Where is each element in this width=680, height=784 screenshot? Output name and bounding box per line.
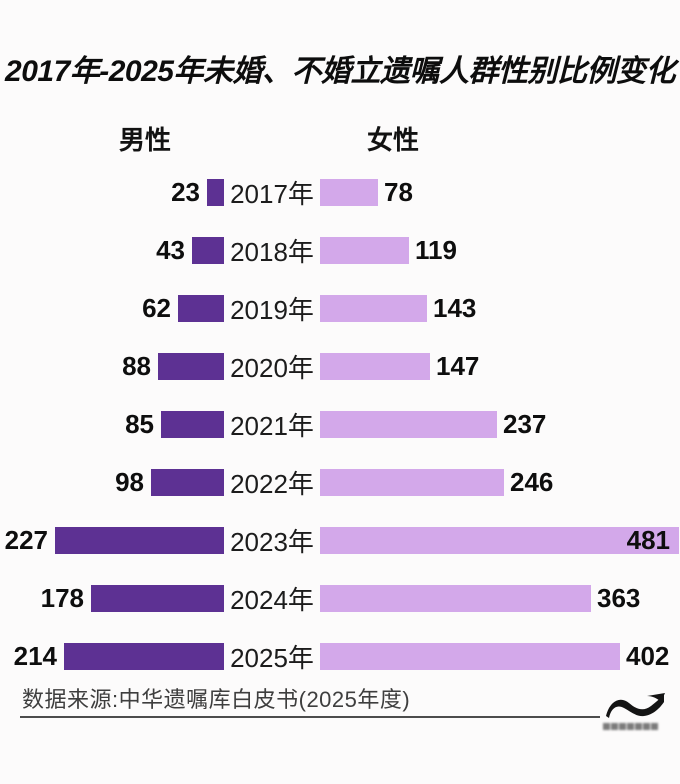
male-bar: [178, 294, 224, 322]
chart-row: 43 2018年 119: [0, 221, 680, 279]
male-bar: [151, 468, 224, 496]
male-bar: [207, 178, 224, 206]
female-value-label: 147: [436, 351, 480, 381]
male-bar-area: 178: [0, 583, 224, 613]
female-bar: 481: [320, 525, 679, 555]
male-bar-area: 98: [0, 467, 224, 497]
male-bar-area: 88: [0, 351, 224, 381]
year-label: 2023年: [230, 526, 314, 557]
footer-divider: [20, 716, 600, 718]
female-value-label: 363: [597, 583, 641, 613]
female-bar-area: 119: [320, 235, 680, 265]
female-bar-area: 78: [320, 177, 680, 207]
chart-title: 2017年-2025年未婚、不婚立遗嘱人群性别比例变化: [5, 55, 675, 88]
male-bar: [55, 526, 224, 554]
female-bar: [320, 468, 504, 496]
male-bar: [161, 410, 224, 438]
data-source-text: 数据来源:中华遗嘱库白皮书(2025年度): [22, 687, 411, 712]
female-bar: [320, 352, 430, 380]
year-label: 2020年: [230, 352, 314, 383]
male-bar: [64, 642, 224, 670]
male-bar-area: 62: [0, 293, 224, 323]
male-bar-area: 214: [0, 641, 224, 671]
logo-caption-blurred-text: [603, 723, 667, 730]
chart-row: 85 2021年 237: [0, 395, 680, 453]
chart-row: 62 2019年 143: [0, 279, 680, 337]
male-value-label: 214: [13, 641, 57, 671]
female-bar: [320, 178, 378, 206]
male-bar: [158, 352, 224, 380]
year-label: 2022年: [230, 468, 314, 499]
female-bar: [320, 642, 620, 670]
male-value-label: 227: [4, 525, 48, 555]
year-label: 2021年: [230, 410, 314, 441]
year-label: 2019年: [230, 294, 314, 325]
male-bar-area: 85: [0, 409, 224, 439]
male-value-label: 85: [125, 409, 154, 439]
legend-label-male: 男性: [119, 125, 172, 155]
female-bar-area: 481: [320, 525, 680, 555]
female-bar-area: 147: [320, 351, 680, 381]
male-value-label: 178: [40, 583, 84, 613]
male-value-label: 43: [156, 235, 185, 265]
male-bar-area: 23: [0, 177, 224, 207]
male-value-label: 62: [142, 293, 171, 323]
year-label: 2025年: [230, 642, 314, 673]
male-bar-area: 43: [0, 235, 224, 265]
female-bar-area: 143: [320, 293, 680, 323]
male-bar: [192, 236, 224, 264]
publisher-logo: [603, 690, 667, 740]
female-bar-area: 402: [320, 641, 680, 671]
female-bar: [320, 236, 409, 264]
chart-row: 23 2017年 78: [0, 163, 680, 221]
chart-row: 88 2020年 147: [0, 337, 680, 395]
chart-row: 214 2025年 402: [0, 627, 680, 685]
female-value-label-inside: 481: [626, 525, 670, 555]
female-bar: [320, 584, 591, 612]
diverging-bar-chart: 23 2017年 78 43 2018年 119 62 2019年: [0, 163, 680, 685]
year-label: 2017年: [230, 178, 314, 209]
wave-tilde-icon: [603, 690, 667, 722]
female-value-label: 78: [384, 177, 413, 207]
female-value-label: 143: [433, 293, 477, 323]
male-value-label: 23: [171, 177, 200, 207]
female-bar: [320, 410, 497, 438]
year-label: 2024年: [230, 584, 314, 615]
male-bar: [91, 584, 224, 612]
female-bar-area: 363: [320, 583, 680, 613]
female-value-label: 402: [626, 641, 670, 671]
female-value-label: 119: [415, 235, 457, 265]
legend-label-female: 女性: [367, 125, 420, 155]
male-bar-area: 227: [0, 525, 224, 555]
male-value-label: 88: [122, 351, 151, 381]
chart-row: 178 2024年 363: [0, 569, 680, 627]
female-value-label: 246: [510, 467, 554, 497]
year-label: 2018年: [230, 236, 314, 267]
chart-row: 98 2022年 246: [0, 453, 680, 511]
female-bar-area: 246: [320, 467, 680, 497]
female-value-label: 237: [503, 409, 547, 439]
legend: 男性 女性: [0, 120, 680, 155]
chart-row: 227 2023年 481: [0, 511, 680, 569]
male-value-label: 98: [115, 467, 144, 497]
female-bar: [320, 294, 427, 322]
female-bar-area: 237: [320, 409, 680, 439]
